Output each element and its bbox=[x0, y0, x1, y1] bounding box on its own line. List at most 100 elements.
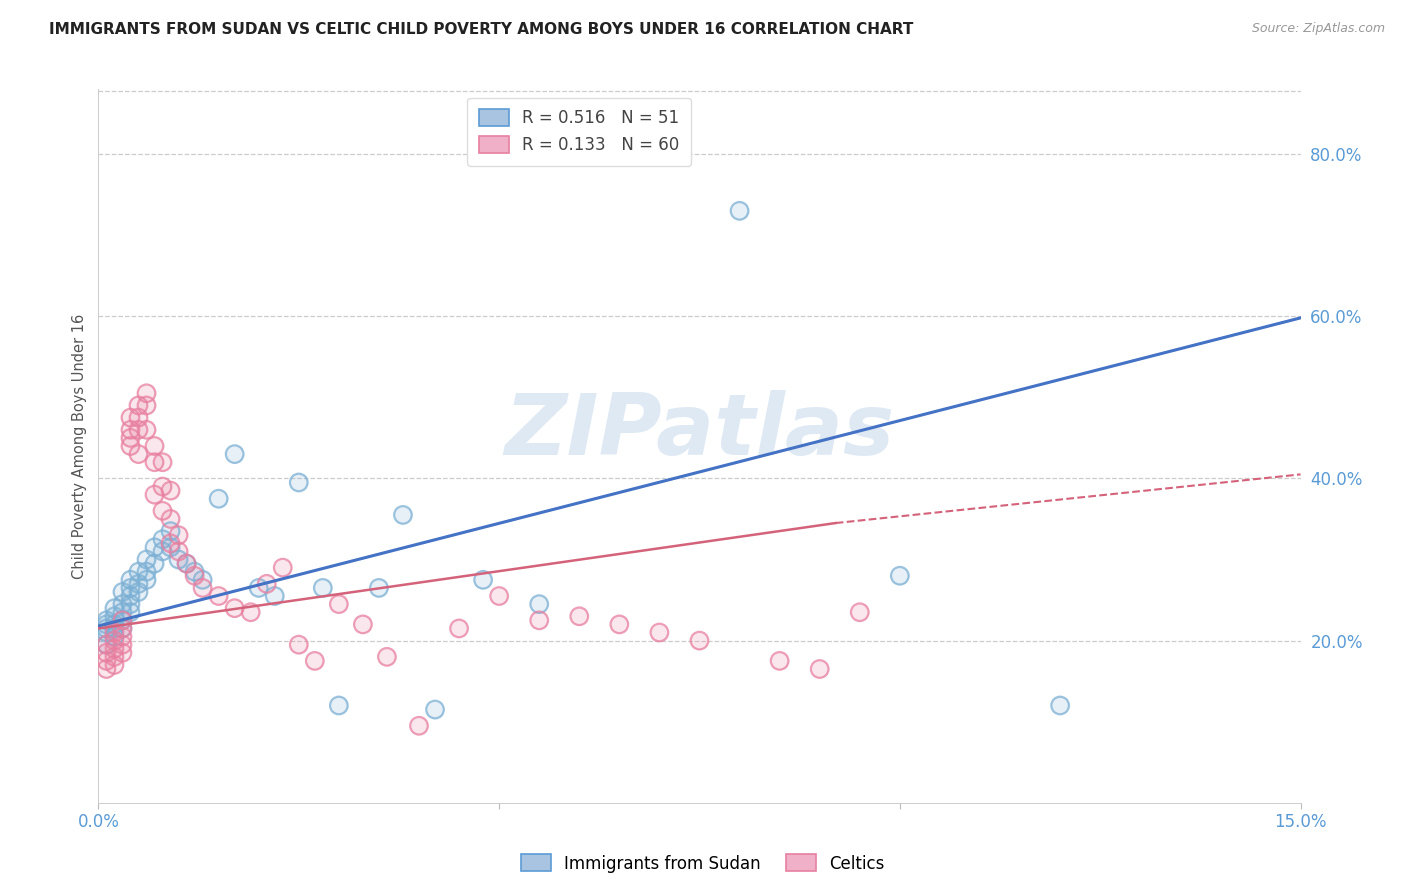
Point bbox=[103, 622, 125, 636]
Point bbox=[447, 622, 470, 636]
Point bbox=[96, 622, 118, 636]
Point bbox=[128, 423, 150, 437]
Point bbox=[159, 524, 181, 538]
Point bbox=[239, 605, 262, 619]
Point bbox=[167, 544, 190, 558]
Point bbox=[120, 573, 142, 587]
Point bbox=[103, 609, 125, 624]
Point bbox=[1049, 698, 1071, 713]
Point bbox=[167, 552, 190, 566]
Point bbox=[689, 633, 711, 648]
Point bbox=[224, 601, 246, 615]
Point bbox=[96, 617, 118, 632]
Point bbox=[769, 654, 792, 668]
Point bbox=[120, 589, 142, 603]
Point bbox=[609, 617, 631, 632]
Point bbox=[135, 386, 157, 401]
Point bbox=[472, 573, 495, 587]
Point bbox=[152, 455, 174, 469]
Point bbox=[375, 649, 398, 664]
Point bbox=[120, 581, 142, 595]
Point bbox=[120, 573, 142, 587]
Point bbox=[96, 654, 118, 668]
Point bbox=[120, 431, 142, 445]
Point bbox=[128, 399, 150, 413]
Point bbox=[176, 557, 198, 571]
Point bbox=[368, 581, 391, 595]
Point bbox=[120, 410, 142, 425]
Point bbox=[135, 573, 157, 587]
Point bbox=[120, 605, 142, 619]
Point bbox=[256, 577, 278, 591]
Point bbox=[191, 581, 214, 595]
Point bbox=[103, 633, 125, 648]
Point bbox=[143, 455, 166, 469]
Point bbox=[96, 638, 118, 652]
Point bbox=[120, 589, 142, 603]
Legend: R = 0.516   N = 51, R = 0.133   N = 60: R = 0.516 N = 51, R = 0.133 N = 60 bbox=[467, 97, 692, 166]
Point bbox=[167, 528, 190, 542]
Point bbox=[159, 512, 181, 526]
Point bbox=[288, 475, 311, 490]
Point bbox=[208, 491, 231, 506]
Point bbox=[304, 654, 326, 668]
Point bbox=[609, 617, 631, 632]
Point bbox=[263, 589, 285, 603]
Point bbox=[256, 577, 278, 591]
Point bbox=[120, 410, 142, 425]
Point bbox=[728, 203, 751, 218]
Point bbox=[96, 662, 118, 676]
Point bbox=[239, 605, 262, 619]
Point bbox=[191, 573, 214, 587]
Point bbox=[689, 633, 711, 648]
Point bbox=[111, 638, 134, 652]
Point bbox=[728, 203, 751, 218]
Point bbox=[159, 541, 181, 555]
Point bbox=[271, 560, 294, 574]
Point bbox=[111, 646, 134, 660]
Point bbox=[135, 399, 157, 413]
Point bbox=[111, 613, 134, 627]
Point bbox=[208, 589, 231, 603]
Point bbox=[288, 638, 311, 652]
Point bbox=[103, 657, 125, 672]
Point bbox=[111, 585, 134, 599]
Point bbox=[152, 479, 174, 493]
Point bbox=[128, 577, 150, 591]
Point bbox=[135, 573, 157, 587]
Point bbox=[111, 630, 134, 644]
Point bbox=[96, 646, 118, 660]
Point bbox=[568, 609, 591, 624]
Point bbox=[648, 625, 671, 640]
Point bbox=[120, 423, 142, 437]
Point bbox=[529, 613, 551, 627]
Point bbox=[111, 630, 134, 644]
Point bbox=[120, 439, 142, 453]
Point bbox=[128, 410, 150, 425]
Point bbox=[143, 541, 166, 555]
Point bbox=[447, 622, 470, 636]
Point bbox=[96, 638, 118, 652]
Point bbox=[152, 533, 174, 547]
Point bbox=[111, 605, 134, 619]
Point bbox=[111, 613, 134, 627]
Point bbox=[96, 638, 118, 652]
Point bbox=[128, 399, 150, 413]
Point bbox=[183, 568, 205, 582]
Point bbox=[304, 654, 326, 668]
Text: IMMIGRANTS FROM SUDAN VS CELTIC CHILD POVERTY AMONG BOYS UNDER 16 CORRELATION CH: IMMIGRANTS FROM SUDAN VS CELTIC CHILD PO… bbox=[49, 22, 914, 37]
Point bbox=[152, 455, 174, 469]
Point bbox=[120, 423, 142, 437]
Point bbox=[111, 622, 134, 636]
Point bbox=[328, 698, 350, 713]
Point bbox=[159, 483, 181, 498]
Point bbox=[849, 605, 872, 619]
Point bbox=[111, 613, 134, 627]
Point bbox=[423, 702, 446, 716]
Point bbox=[143, 488, 166, 502]
Point bbox=[263, 589, 285, 603]
Point bbox=[103, 633, 125, 648]
Point bbox=[143, 541, 166, 555]
Point bbox=[271, 560, 294, 574]
Point bbox=[96, 625, 118, 640]
